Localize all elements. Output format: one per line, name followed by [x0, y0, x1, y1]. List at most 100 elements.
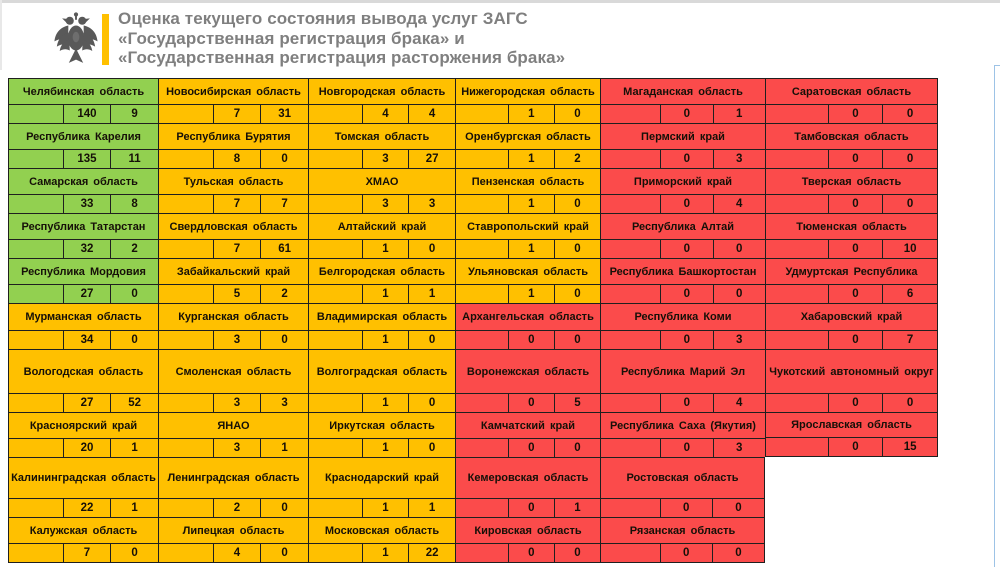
value-2: 2 [260, 285, 308, 303]
region-name: Мурманская область [25, 311, 142, 323]
region-name: Воронежская область [466, 365, 590, 378]
value-blank-cell [456, 195, 508, 213]
value-1: 27 [62, 285, 111, 303]
value-2: 0 [110, 285, 158, 303]
value-2: 1 [408, 285, 455, 303]
region-name: Республика Татарстан [21, 220, 146, 233]
value-1: 7 [212, 195, 261, 213]
region-name: Саратовская область [791, 85, 912, 98]
value-1: 22 [62, 499, 111, 517]
value-1: 0 [827, 195, 883, 213]
region-cell: Калининградская область 22 1 [8, 457, 158, 517]
region-name: Владимирская область [316, 311, 448, 323]
region-cell: Приморский край 0 4 [600, 168, 765, 213]
region-cell: Рязанская область 0 0 [600, 517, 765, 563]
region-cell: Кировская область 0 0 [455, 517, 600, 563]
region-cell: Республика Марий Эл 0 4 [600, 349, 765, 412]
region-name: Красноярский край [29, 419, 138, 432]
value-blank-cell [9, 195, 63, 213]
value-blank-cell [9, 544, 63, 562]
value-blank-cell [9, 240, 63, 258]
region-cell: Ульяновская область 1 0 [455, 258, 600, 303]
value-2: 0 [260, 150, 308, 168]
value-blank-cell [766, 240, 828, 258]
value-2: 7 [882, 331, 937, 349]
value-blank-cell [9, 394, 63, 412]
region-cell: Вологодская область 27 52 [8, 349, 158, 412]
value-blank-cell [601, 195, 660, 213]
region-cell: Новосибирская область 7 31 [158, 78, 308, 123]
value-1: 0 [827, 331, 883, 349]
value-blank-cell [9, 499, 63, 517]
region-cell: Томская область 3 27 [308, 123, 455, 168]
value-1: 1 [361, 331, 409, 349]
value-1: 27 [62, 394, 111, 412]
value-1: 32 [62, 240, 111, 258]
value-1: 0 [660, 105, 712, 123]
region-name: Краснодарский край [324, 472, 439, 484]
value-2: 0 [408, 394, 455, 412]
value-1: 135 [62, 150, 111, 168]
region-name: Республика Карелия [26, 130, 141, 143]
value-1: 0 [507, 499, 554, 517]
value-blank-cell [456, 439, 508, 457]
value-blank-cell [159, 150, 213, 168]
value-2: 1 [712, 105, 765, 123]
region-cell: Алтайский край 1 0 [308, 213, 455, 258]
region-name: Республика Бурятия [176, 130, 291, 143]
value-2: 0 [110, 544, 158, 562]
region-cell: Тверская область 0 0 [765, 168, 938, 213]
region-cell: Республика Башкортостан 0 0 [600, 258, 765, 303]
value-blank-cell [9, 285, 63, 303]
region-name: Новосибирская область [166, 85, 301, 98]
value-blank-cell [9, 439, 63, 457]
value-blank-cell [309, 331, 362, 349]
value-blank-cell [766, 195, 828, 213]
region-cell: Свердловская область 7 61 [158, 213, 308, 258]
region-name: Республика Саха (Якутия) [610, 419, 756, 432]
value-2: 0 [711, 499, 764, 517]
region-name: Тверская область [801, 175, 902, 188]
region-cell: Республика Мордовия 27 0 [8, 258, 158, 303]
region-name: Пензенская область [471, 175, 585, 188]
scrollbar-track[interactable] [994, 65, 1000, 567]
value-2: 0 [711, 544, 764, 562]
region-values-row: 7 61 [159, 239, 308, 258]
value-2: 27 [408, 150, 455, 168]
region-name: Калининградская область [11, 472, 156, 484]
value-1: 0 [827, 105, 883, 123]
value-blank-cell [309, 240, 362, 258]
value-2: 0 [110, 331, 158, 349]
value-2: 2 [110, 240, 158, 258]
region-name: Кемеровская область [467, 472, 589, 484]
value-2: 3 [712, 439, 765, 457]
value-2: 1 [110, 439, 158, 457]
region-cell: Нижегородская область 1 0 [455, 78, 600, 123]
page-title: Оценка текущего состояния вывода услуг З… [118, 9, 978, 68]
value-blank-cell [9, 150, 63, 168]
value-2: 3 [408, 195, 455, 213]
value-blank-cell [766, 331, 828, 349]
region-name: Республика Коми [634, 311, 732, 323]
region-name: Томская область [334, 130, 430, 143]
value-1: 0 [827, 438, 883, 456]
value-2: 0 [553, 285, 600, 303]
region-values-row: 0 10 [766, 239, 937, 258]
region-name: Чукотский автономный округ [769, 365, 934, 378]
value-blank-cell [159, 105, 213, 123]
region-name: Ленинградская область [167, 472, 300, 484]
value-2: 0 [553, 105, 600, 123]
region-cell: Ставропольский край 1 0 [455, 213, 600, 258]
regions-table: Челябинская область 140 9 Новосибирская обл… [8, 78, 938, 563]
value-2: 0 [553, 544, 600, 562]
value-2: 0 [712, 285, 765, 303]
value-2: 0 [260, 331, 308, 349]
